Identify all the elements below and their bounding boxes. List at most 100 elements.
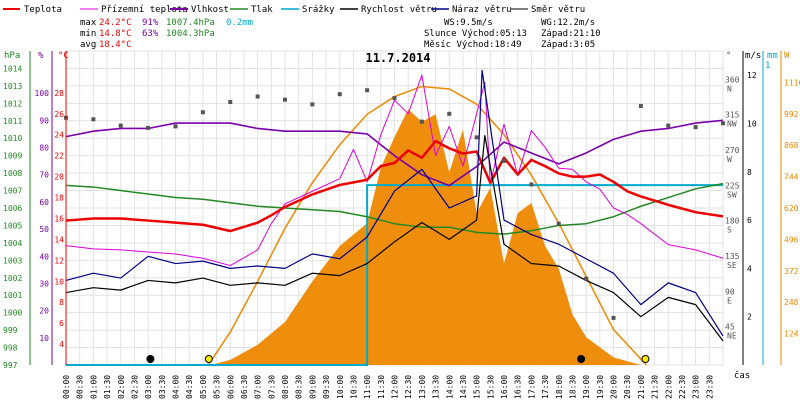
stat-min-hum: 63% (142, 29, 159, 39)
dir-tick-compass: NW (727, 120, 737, 129)
chart-title: 11.7.2014 (365, 51, 430, 65)
axis-label-ms: m/s (745, 51, 761, 61)
wind-direction-point (200, 110, 205, 115)
dir-tick-label: 45 (725, 323, 735, 332)
legend-teplota: Teplota (24, 5, 62, 15)
stat-max-hum: 91% (142, 18, 159, 28)
hpa-tick-label: 1011 (3, 117, 22, 126)
hpa-tick-label: 1007 (3, 187, 22, 196)
x-tick-label: 03:00 (144, 375, 153, 399)
w-tick-label: 1116 (784, 78, 800, 87)
c-tick-label: 8 (59, 298, 64, 307)
wind-direction-point (283, 97, 287, 102)
x-tick-label: 21:00 (637, 375, 646, 399)
sunset-marker (641, 355, 650, 363)
legend-naraz: Náraz větru (452, 5, 512, 15)
c-tick-label: 10 (54, 277, 64, 286)
rychlost-vetru-line (65, 134, 724, 342)
x-tick-label: 13:00 (418, 375, 427, 399)
legend-rychlost: Rychlost větru (361, 5, 437, 15)
x-tick-label: 07:30 (267, 375, 276, 399)
stats-block: max 24.2°C 91% 1007.4hPa 0.2mm min 14.8°… (80, 18, 601, 50)
hpa-tick-label: 1000 (3, 309, 22, 318)
dir-tick-compass: SW (727, 190, 737, 199)
legend-srazky: Srážky (302, 5, 335, 15)
axis-label-pct: % (38, 51, 44, 61)
chart-markers (64, 88, 725, 363)
wind-direction-point (392, 96, 397, 101)
dir-tick-label: 180 (725, 217, 740, 226)
stat-rain: 0.2mm (226, 18, 253, 28)
x-tick-label: 13:30 (432, 375, 441, 399)
c-tick-label: 26 (54, 110, 64, 119)
x-tick-label: 06:30 (240, 375, 249, 399)
dir-tick-label: 270 (725, 146, 740, 155)
c-tick-label: 4 (59, 340, 64, 349)
hpa-tick-label: 1002 (3, 274, 22, 283)
ms-tick-label: 4 (747, 264, 752, 273)
w-tick-label: 496 (784, 235, 799, 244)
dir-tick-label: 360 (725, 75, 740, 84)
stat-min-label: min (80, 29, 96, 39)
stat-moon-set: Západ:3:05 (541, 40, 595, 50)
x-tick-label: 14:30 (459, 375, 468, 399)
hpa-tick-label: 1001 (3, 291, 22, 300)
hpa-tick-label: 1013 (3, 82, 22, 91)
c-tick-label: 24 (54, 131, 64, 140)
c-tick-label: 18 (54, 194, 64, 203)
prizemni-teplota-line (65, 74, 724, 267)
wind-direction-point (91, 117, 96, 122)
wind-direction-point (173, 124, 178, 129)
stat-avg-label: avg (80, 40, 96, 50)
x-tick-label: 11:30 (377, 375, 386, 399)
moon-rise-marker (577, 355, 586, 363)
stat-wg: WG:12.2m/s (541, 18, 595, 28)
vlhkost-line (65, 119, 724, 187)
c-tick-label: 28 (54, 89, 64, 98)
wind-direction-point (255, 94, 260, 99)
hpa-tick-label: 1005 (3, 221, 22, 230)
x-tick-label: 21:30 (651, 375, 660, 399)
x-tick-label: 01:30 (103, 375, 112, 399)
x-tick-label: 18:00 (555, 375, 564, 399)
x-tick-label: 16:00 (500, 375, 509, 399)
chart-lines (65, 69, 724, 366)
w-tick-label: 124 (784, 330, 799, 339)
dir-tick-label: 315 (725, 111, 740, 120)
w-tick-label: 248 (784, 298, 799, 307)
theoretical-radiation-line (207, 85, 647, 366)
x-tick-label: 19:00 (582, 375, 591, 399)
x-tick-label: 01:00 (89, 375, 98, 399)
sunrise-marker (204, 355, 213, 363)
w-tick-label: 868 (784, 141, 799, 150)
x-tick-label: 05:00 (199, 375, 208, 399)
x-tick-label: 18:30 (568, 375, 577, 399)
w-tick-label: 620 (784, 204, 799, 213)
stat-min-press: 1004.3hPa (166, 29, 215, 39)
x-tick-label: 19:30 (596, 375, 605, 399)
x-tick-label: 08:00 (281, 375, 290, 399)
naraz-vetru-line (65, 69, 724, 337)
wind-direction-point (118, 123, 123, 128)
x-tick-label: 02:00 (117, 375, 126, 399)
x-tick-label: 03:30 (158, 375, 167, 399)
wind-direction-point (611, 315, 616, 320)
x-tick-label: 10:30 (349, 375, 358, 399)
x-tick-label: 15:00 (473, 375, 482, 399)
pct-tick-label: 100 (35, 89, 50, 98)
ms-tick-label: 10 (747, 119, 757, 128)
x-tick-label: 04:30 (185, 375, 194, 399)
x-tick-label: 23:30 (705, 375, 714, 399)
pct-tick-label: 80 (39, 144, 49, 153)
x-tick-label: 12:00 (391, 375, 400, 399)
pct-tick-label: 10 (39, 334, 49, 343)
legend-vlhkost: Vlhkost (191, 5, 229, 15)
axis-label-hpa: hPa (4, 51, 20, 61)
dir-tick-label: 135 (725, 252, 740, 261)
hpa-tick-label: 997 (3, 361, 18, 370)
x-tick-label: 02:30 (130, 375, 139, 399)
pct-tick-label: 50 (39, 225, 49, 234)
hpa-tick-label: 1004 (3, 239, 22, 248)
wind-direction-point (146, 125, 151, 130)
w-tick-label: 992 (784, 110, 799, 119)
